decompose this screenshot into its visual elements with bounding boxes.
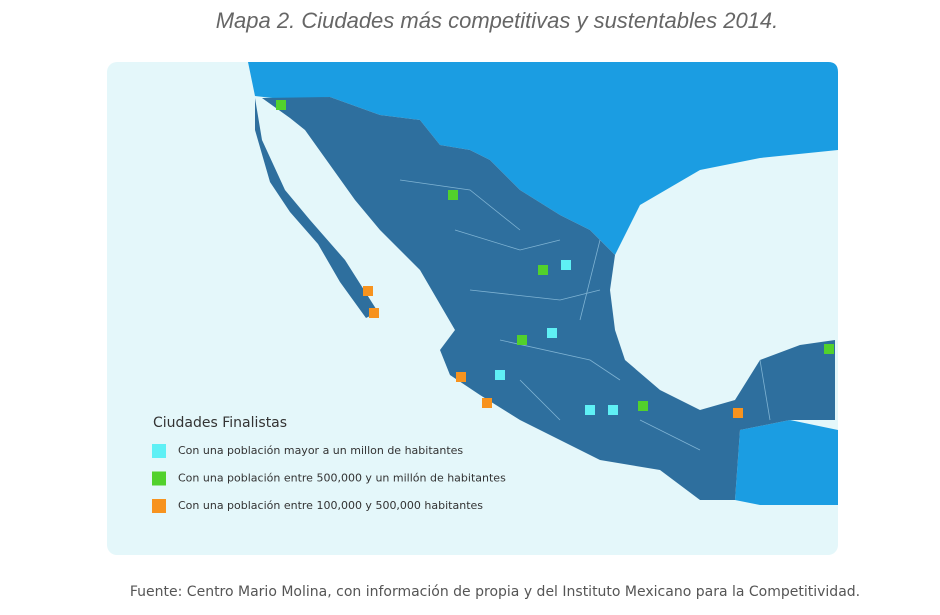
city-marker (517, 335, 527, 345)
source-note: Fuente: Centro Mario Molina, con informa… (130, 584, 860, 600)
city-marker (547, 328, 557, 338)
map (107, 62, 838, 555)
city-marker (585, 405, 595, 415)
city-marker (276, 100, 286, 110)
city-marker (638, 401, 648, 411)
united-states (248, 62, 838, 255)
city-marker (456, 372, 466, 382)
city-marker (363, 286, 373, 296)
legend-label: Con una población mayor a un millon de h… (178, 444, 463, 457)
city-marker (733, 408, 743, 418)
legend-label: Con una población entre 500,000 y un mil… (178, 472, 506, 485)
legend-swatch (152, 471, 166, 486)
state-borders (399, 179, 771, 451)
legend-title: Ciudades Finalistas (153, 415, 287, 431)
city-marker (495, 370, 505, 380)
city-marker (482, 398, 492, 408)
city-markers (276, 100, 834, 418)
legend: Con una población mayor a un millon de h… (152, 444, 506, 513)
city-marker (561, 260, 571, 270)
legend-swatch (152, 499, 166, 513)
city-marker (538, 265, 548, 275)
city-marker (608, 405, 618, 415)
legend-label: Con una población entre 100,000 y 500,00… (178, 499, 483, 512)
legend-swatch (152, 444, 166, 458)
city-marker (824, 344, 834, 354)
central-america (735, 420, 838, 505)
city-marker (448, 190, 458, 200)
city-marker (369, 308, 379, 318)
map-title: Mapa 2. Ciudades más competitivas y sust… (216, 8, 779, 33)
